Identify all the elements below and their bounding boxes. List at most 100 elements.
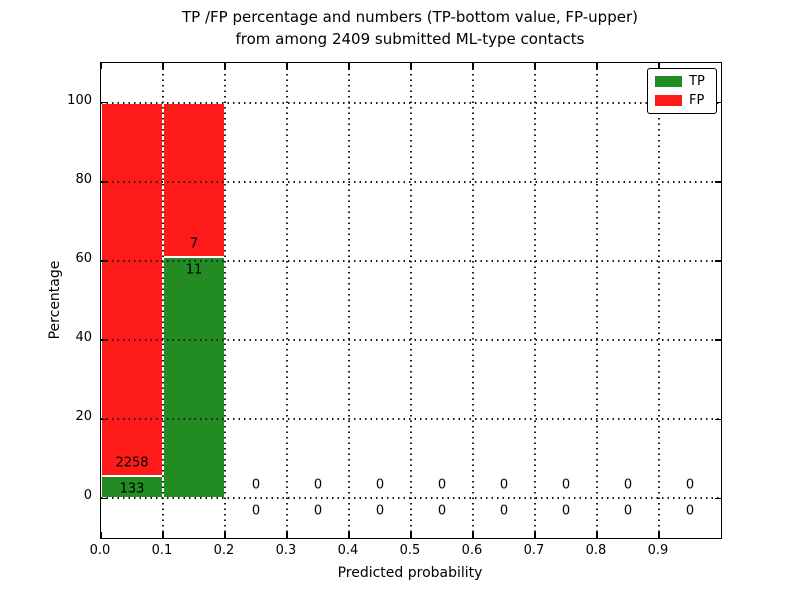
x-tick-label: 0.6 xyxy=(461,543,483,558)
y-tick-label: 60 xyxy=(75,250,92,266)
x-tick-mark xyxy=(410,63,412,69)
tp-count-label: 0 xyxy=(313,503,323,519)
x-tick-mark xyxy=(534,532,536,538)
ticks-layer xyxy=(100,63,721,538)
tp-count-label: 133 xyxy=(119,481,145,497)
fp-bar-segment xyxy=(101,102,163,477)
legend-item-tp: TP xyxy=(655,74,709,89)
fp-count-label: 0 xyxy=(623,477,633,493)
fp-count-label: 0 xyxy=(313,477,323,493)
grid-layer xyxy=(101,63,721,538)
x-tick-label: 0.4 xyxy=(337,543,359,558)
y-tick-label: 20 xyxy=(75,409,92,425)
x-tick-mark xyxy=(224,63,226,69)
x-tick-label: 0.8 xyxy=(585,543,607,558)
y-tick-mark xyxy=(101,101,107,104)
x-tick-mark xyxy=(472,532,474,538)
tp-count-label: 0 xyxy=(623,503,633,519)
gridline-vertical xyxy=(162,63,164,538)
fp-count-label: 7 xyxy=(189,236,199,252)
plot-area: 2258 133 7 11 0 0 0 0 0 0 0 0 0 0 0 0 0 0 0 0 TP FP xyxy=(100,62,722,539)
x-tick-mark xyxy=(534,63,536,69)
y-tick-label: 100 xyxy=(67,92,92,108)
x-tick-label: 0.7 xyxy=(523,543,545,558)
gridline-horizontal xyxy=(101,339,721,342)
fp-count-label: 0 xyxy=(499,477,509,493)
tp-count-label: 0 xyxy=(499,503,509,519)
fp-count-label: 0 xyxy=(251,477,261,493)
x-tick-label: 0.5 xyxy=(399,543,421,558)
y-tick-mark xyxy=(715,418,721,420)
tp-count-label: 0 xyxy=(251,503,261,519)
gridline-horizontal xyxy=(101,418,721,421)
gridline-vertical xyxy=(658,63,660,538)
x-tick-labels: 0.0 0.1 0.2 0.3 0.4 0.5 0.6 0.7 0.8 0.9 xyxy=(90,543,720,563)
tp-legend-swatch xyxy=(655,76,682,88)
gridline-vertical xyxy=(286,63,288,538)
y-tick-mark xyxy=(101,260,107,262)
y-tick-label: 40 xyxy=(75,330,92,346)
y-tick-mark xyxy=(101,418,107,420)
y-tick-mark xyxy=(715,260,721,262)
fp-legend-swatch xyxy=(655,94,682,106)
fp-count-label: 0 xyxy=(437,477,447,493)
x-tick-label: 0.9 xyxy=(647,543,669,558)
legend-item-fp: FP xyxy=(655,93,709,108)
x-tick-mark xyxy=(162,63,164,69)
fp-count-label: 0 xyxy=(685,477,695,493)
x-tick-mark xyxy=(596,532,598,538)
y-tick-mark xyxy=(101,181,107,183)
x-tick-mark xyxy=(658,532,660,538)
chart-title-line1: TP /FP percentage and numbers (TP-bottom… xyxy=(182,8,638,26)
x-tick-mark xyxy=(348,63,350,69)
chart-title: TP /FP percentage and numbers (TP-bottom… xyxy=(100,6,720,50)
gridline-vertical xyxy=(596,63,598,538)
gridline-vertical xyxy=(224,63,226,538)
tp-count-label: 11 xyxy=(185,262,203,278)
legend: TP FP xyxy=(647,68,717,114)
gridline-horizontal xyxy=(101,497,721,500)
y-tick-mark xyxy=(101,339,107,341)
x-tick-mark xyxy=(472,63,474,69)
x-tick-mark xyxy=(286,63,288,69)
y-tick-label: 80 xyxy=(75,171,92,187)
gridline-vertical xyxy=(348,63,350,538)
tp-legend-label: TP xyxy=(689,74,705,90)
tp-count-label: 0 xyxy=(437,503,447,519)
gridline-vertical xyxy=(534,63,536,538)
x-tick-mark xyxy=(100,532,102,538)
gridline-horizontal xyxy=(101,101,721,104)
chart-title-line2: from among 2409 submitted ML-type contac… xyxy=(235,30,585,48)
x-tick-mark xyxy=(224,532,226,538)
y-tick-labels: 0 20 40 60 80 100 xyxy=(38,62,92,537)
labels-layer: 2258 133 7 11 0 0 0 0 0 0 0 0 0 0 0 0 0 0 0 0 xyxy=(101,63,721,538)
gridline-horizontal xyxy=(101,180,721,183)
x-tick-mark xyxy=(658,63,660,69)
gridline-vertical xyxy=(410,63,412,538)
y-tick-mark xyxy=(715,339,721,341)
y-tick-mark xyxy=(101,497,107,500)
x-axis-label: Predicted probability xyxy=(337,565,483,581)
fp-count-label: 0 xyxy=(375,477,385,493)
y-tick-mark xyxy=(715,101,721,104)
x-tick-label: 0.3 xyxy=(275,543,297,558)
tp-count-label: 0 xyxy=(561,503,571,519)
x-tick-label: 0.2 xyxy=(213,543,235,558)
gridline-vertical xyxy=(472,63,474,538)
tp-count-label: 0 xyxy=(375,503,385,519)
x-tick-label: 0.0 xyxy=(89,543,111,558)
x-tick-mark xyxy=(100,63,102,69)
y-tick-label: 0 xyxy=(83,488,92,504)
gridline-horizontal xyxy=(101,259,721,262)
x-tick-mark xyxy=(596,63,598,69)
x-tick-label: 0.1 xyxy=(151,543,173,558)
fp-legend-label: FP xyxy=(689,92,705,108)
y-tick-mark xyxy=(715,497,721,500)
y-tick-mark xyxy=(715,181,721,183)
fp-bar-segment xyxy=(163,102,225,257)
x-tick-mark xyxy=(410,532,412,538)
x-tick-mark xyxy=(162,532,164,538)
tp-count-label: 0 xyxy=(685,503,695,519)
fp-count-label: 0 xyxy=(561,477,571,493)
